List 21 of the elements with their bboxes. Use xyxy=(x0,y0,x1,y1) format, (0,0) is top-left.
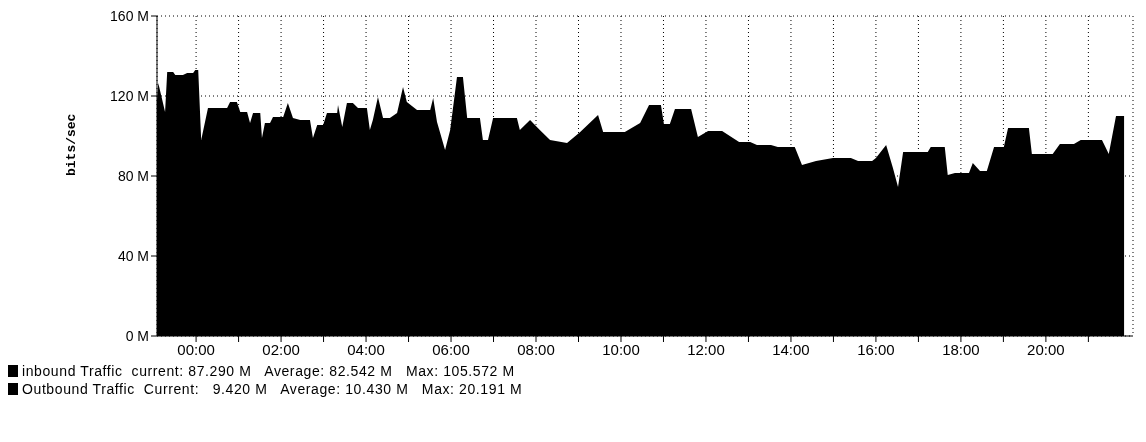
x-tick-label: 08:00 xyxy=(517,340,555,358)
x-tick-label: 06:00 xyxy=(432,340,470,358)
x-tick-label: 18:00 xyxy=(942,340,980,358)
x-tick-label: 20:00 xyxy=(1027,340,1065,358)
x-tick-label: 04:00 xyxy=(347,340,385,358)
x-tick-label: 02:00 xyxy=(262,340,300,358)
y-tick-label: 0 M xyxy=(125,327,149,344)
y-axis-title: bits/sec xyxy=(63,113,79,176)
x-tick-label: 00:00 xyxy=(177,340,215,358)
text: Current: 9.420 M Average: 10.430 M Max: 20.191 M xyxy=(142,381,523,397)
x-tick-label: 16:00 xyxy=(857,340,895,358)
legend-label: inbound Traffic xyxy=(22,363,123,379)
x-tick-label: 12:00 xyxy=(687,340,725,358)
y-tick-label: 40 M xyxy=(117,247,149,264)
x-tick-label: 10:00 xyxy=(602,340,640,358)
y-tick-label: 80 M xyxy=(117,167,149,184)
y-tick-label: 160 M xyxy=(110,7,149,24)
x-tick-label: 14:00 xyxy=(772,340,810,358)
legend-label: Outbound Traffic xyxy=(22,381,135,397)
text: current: 87.290 M Average: 82.542 M Max: 105.572 M xyxy=(130,363,515,379)
y-tick-label: 120 M xyxy=(110,87,149,104)
